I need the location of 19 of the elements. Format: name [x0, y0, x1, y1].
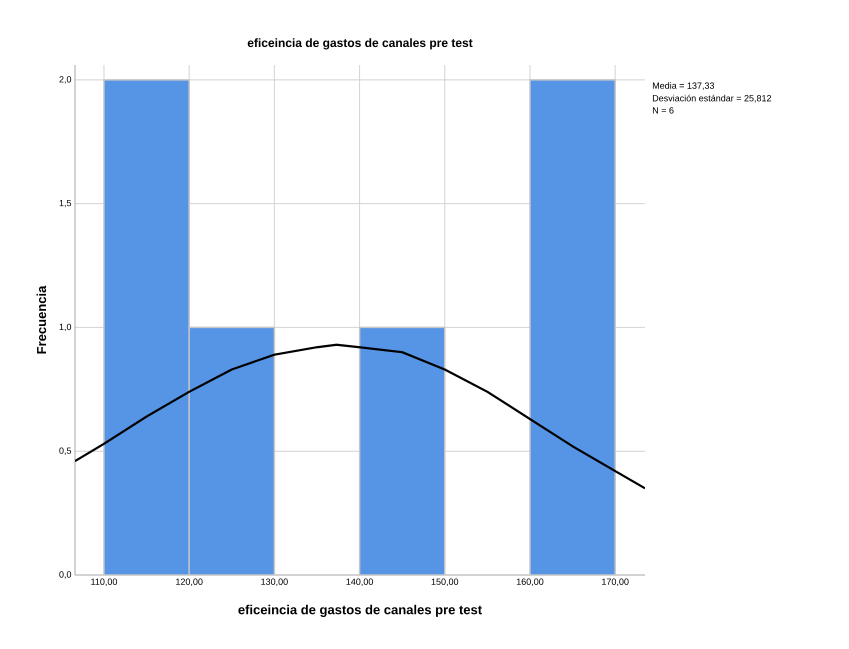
x-tick-label: 140,00 [346, 578, 373, 586]
x-tick-label: 150,00 [432, 578, 458, 586]
chart-title: eficeincia de gastos de canales pre test [248, 38, 473, 50]
y-tick-label: 0,5 [59, 447, 72, 455]
text: N = 6 [652, 107, 674, 114]
y-axis-title: Frecuencia [36, 286, 46, 354]
y-tick-label: 1,0 [60, 324, 72, 332]
text: Media = 137,33 [652, 82, 714, 90]
x-tick-label: 160,00 [516, 578, 544, 586]
y-tick-label: 1,5 [60, 200, 72, 208]
y-tick-label: 0,0 [59, 571, 72, 579]
y-tick-label: 2,0 [59, 76, 72, 84]
x-tick-label: 130,00 [261, 578, 288, 586]
x-tick-label: 120,00 [176, 578, 203, 586]
line-series [75, 344, 646, 490]
x-tick-label: 170,00 [602, 578, 629, 586]
x-axis-title: eficeincia de gastos de canales pre test [238, 604, 482, 617]
text: Desviación estándar = 25,812 [652, 94, 772, 102]
x-tick-label: 110,00 [91, 578, 118, 586]
